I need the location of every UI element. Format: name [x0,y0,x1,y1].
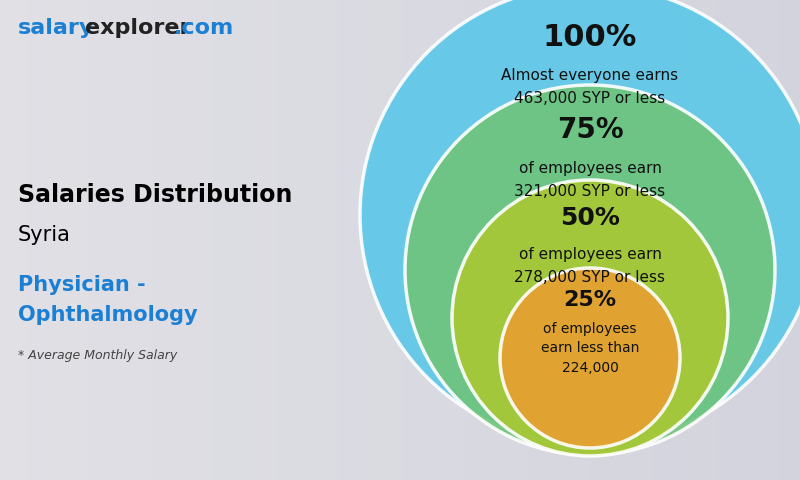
Text: 100%: 100% [543,23,637,51]
Text: Almost everyone earns
463,000 SYP or less: Almost everyone earns 463,000 SYP or les… [502,68,678,106]
Text: .com: .com [174,18,234,38]
Text: Physician -: Physician - [18,275,146,295]
Text: Ophthalmology: Ophthalmology [18,305,198,325]
Text: of employees
earn less than
224,000: of employees earn less than 224,000 [541,322,639,374]
Circle shape [405,85,775,455]
Circle shape [360,0,800,445]
Circle shape [500,268,680,448]
Text: of employees earn
321,000 SYP or less: of employees earn 321,000 SYP or less [514,161,666,199]
Text: 75%: 75% [557,116,623,144]
Text: Salaries Distribution: Salaries Distribution [18,183,292,207]
Text: Syria: Syria [18,225,71,245]
Circle shape [452,180,728,456]
Text: of employees earn
278,000 SYP or less: of employees earn 278,000 SYP or less [514,247,666,285]
Text: salary: salary [18,18,94,38]
Text: 50%: 50% [560,206,620,230]
Text: 25%: 25% [563,290,617,310]
Text: explorer: explorer [85,18,190,38]
Text: * Average Monthly Salary: * Average Monthly Salary [18,348,178,361]
